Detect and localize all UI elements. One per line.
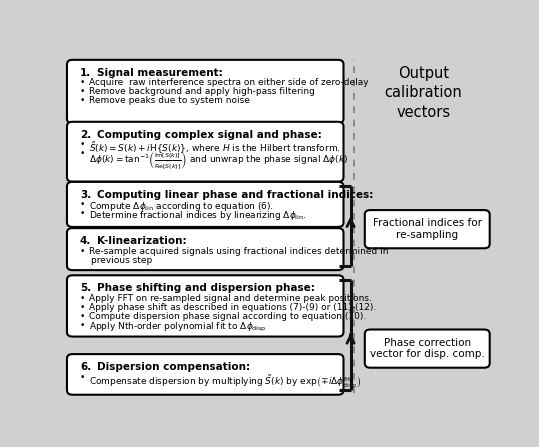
Text: Acquire  raw interference spectra on either side of zero-delay: Acquire raw interference spectra on eith… [89,78,369,88]
Text: •: • [80,140,85,149]
Text: Phase correction
vector for disp. comp.: Phase correction vector for disp. comp. [370,338,485,359]
Text: Fractional indices for
re-sampling: Fractional indices for re-sampling [373,219,482,240]
FancyBboxPatch shape [365,210,490,248]
Text: •: • [80,149,85,158]
Text: •: • [80,247,85,256]
Text: Compensate dispersion by multiplying $\tilde{S}(k)$ by $\exp\!\left(\mp i\Delta\: Compensate dispersion by multiplying $\t… [89,373,361,390]
Text: 5.: 5. [80,283,91,293]
Text: Remove background and apply high-pass filtering: Remove background and apply high-pass fi… [89,87,315,97]
Text: Compute dispersion phase signal according to equation (10).: Compute dispersion phase signal accordin… [89,312,367,321]
Text: •: • [80,294,85,303]
Text: •: • [80,200,85,210]
Text: •: • [80,78,85,88]
FancyBboxPatch shape [67,60,343,123]
Text: Dispersion compensation:: Dispersion compensation: [96,362,250,372]
Text: 3.: 3. [80,190,91,200]
Text: Apply FFT on re-sampled signal and determine peak positions.: Apply FFT on re-sampled signal and deter… [89,294,372,303]
Text: $\Delta\phi(k) = \tan^{-1}\!\left(\frac{\mathrm{Im}[\tilde{S}(k)]}{\mathrm{Re}[\: $\Delta\phi(k) = \tan^{-1}\!\left(\frac{… [89,149,348,172]
Text: Output
calibration
vectors: Output calibration vectors [384,66,462,120]
Text: Determine fractional indices by linearizing $\Delta\phi_\mathrm{lin}$.: Determine fractional indices by lineariz… [89,209,307,223]
Text: 1.: 1. [80,68,91,78]
Text: •: • [80,87,85,97]
Text: Remove peaks due to system noise: Remove peaks due to system noise [89,96,250,105]
Text: K-linearization:: K-linearization: [96,236,186,246]
Text: •: • [80,96,85,105]
Text: Apply Nth-order polynomial fit to $\Delta\phi_\mathrm{disp}$: Apply Nth-order polynomial fit to $\Delt… [89,321,267,334]
Text: •: • [80,321,85,330]
Text: •: • [80,209,85,219]
FancyBboxPatch shape [67,228,343,270]
Text: 6.: 6. [80,362,91,372]
Text: previous step: previous step [91,256,153,265]
FancyBboxPatch shape [365,329,490,368]
Text: 2.: 2. [80,130,91,140]
Text: •: • [80,373,85,382]
Text: Computing complex signal and phase:: Computing complex signal and phase: [96,130,321,140]
Text: Apply phase shift as described in equations (7)-(9) or (11)-(12).: Apply phase shift as described in equati… [89,303,376,312]
FancyBboxPatch shape [67,182,343,227]
Text: •: • [80,303,85,312]
Text: Signal measurement:: Signal measurement: [96,68,223,78]
FancyBboxPatch shape [67,354,343,395]
Text: Computing linear phase and fractional indices:: Computing linear phase and fractional in… [96,190,373,200]
Text: Phase shifting and dispersion phase:: Phase shifting and dispersion phase: [96,283,314,293]
FancyBboxPatch shape [67,122,343,181]
Text: Compute $\Delta\phi_\mathrm{lin}$ according to equation (6).: Compute $\Delta\phi_\mathrm{lin}$ accord… [89,200,274,213]
Text: •: • [80,312,85,321]
Text: 4.: 4. [80,236,91,246]
Text: Re-sample acquired signals using fractional indices determined in: Re-sample acquired signals using fractio… [89,247,389,256]
FancyBboxPatch shape [67,275,343,337]
Text: $\tilde{S}(k) = S(k) + i\mathrm{H}\{S(k)\}$, where $H$ is the Hilbert transform.: $\tilde{S}(k) = S(k) + i\mathrm{H}\{S(k)… [89,140,341,156]
